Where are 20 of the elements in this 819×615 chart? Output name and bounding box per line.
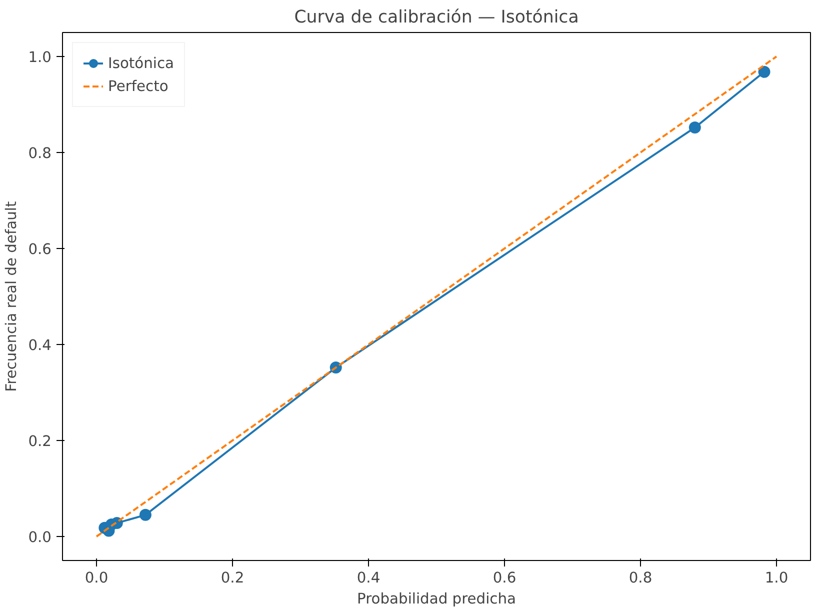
y-tick-label: 0.6 xyxy=(28,241,52,258)
legend-label: Isotónica xyxy=(108,54,174,72)
x-tick-label: 0.4 xyxy=(356,570,380,586)
point xyxy=(139,508,152,521)
chart-title: Curva de calibración — Isotónica xyxy=(294,8,579,28)
x-tick-label: 0.0 xyxy=(84,570,108,586)
y-tick-label: 0.0 xyxy=(28,529,52,546)
x-tick-label: 1.0 xyxy=(764,570,788,586)
point xyxy=(758,66,770,78)
y-tick-label: 1.0 xyxy=(28,49,52,66)
y-tick-label: 0.4 xyxy=(28,337,52,354)
x-tick-label: 0.6 xyxy=(492,570,516,586)
point xyxy=(688,122,701,134)
legend-label: Perfecto xyxy=(108,78,168,94)
y-tick-label: 0.2 xyxy=(28,433,52,450)
x-tick-label: 0.8 xyxy=(628,570,652,586)
x-tick-label: 0.2 xyxy=(220,570,244,586)
y-tick-label: 0.8 xyxy=(28,145,52,162)
y-axis-title: Frecuencia real de default xyxy=(3,201,20,392)
x-axis-title: Probabilidad predicha xyxy=(356,590,516,608)
